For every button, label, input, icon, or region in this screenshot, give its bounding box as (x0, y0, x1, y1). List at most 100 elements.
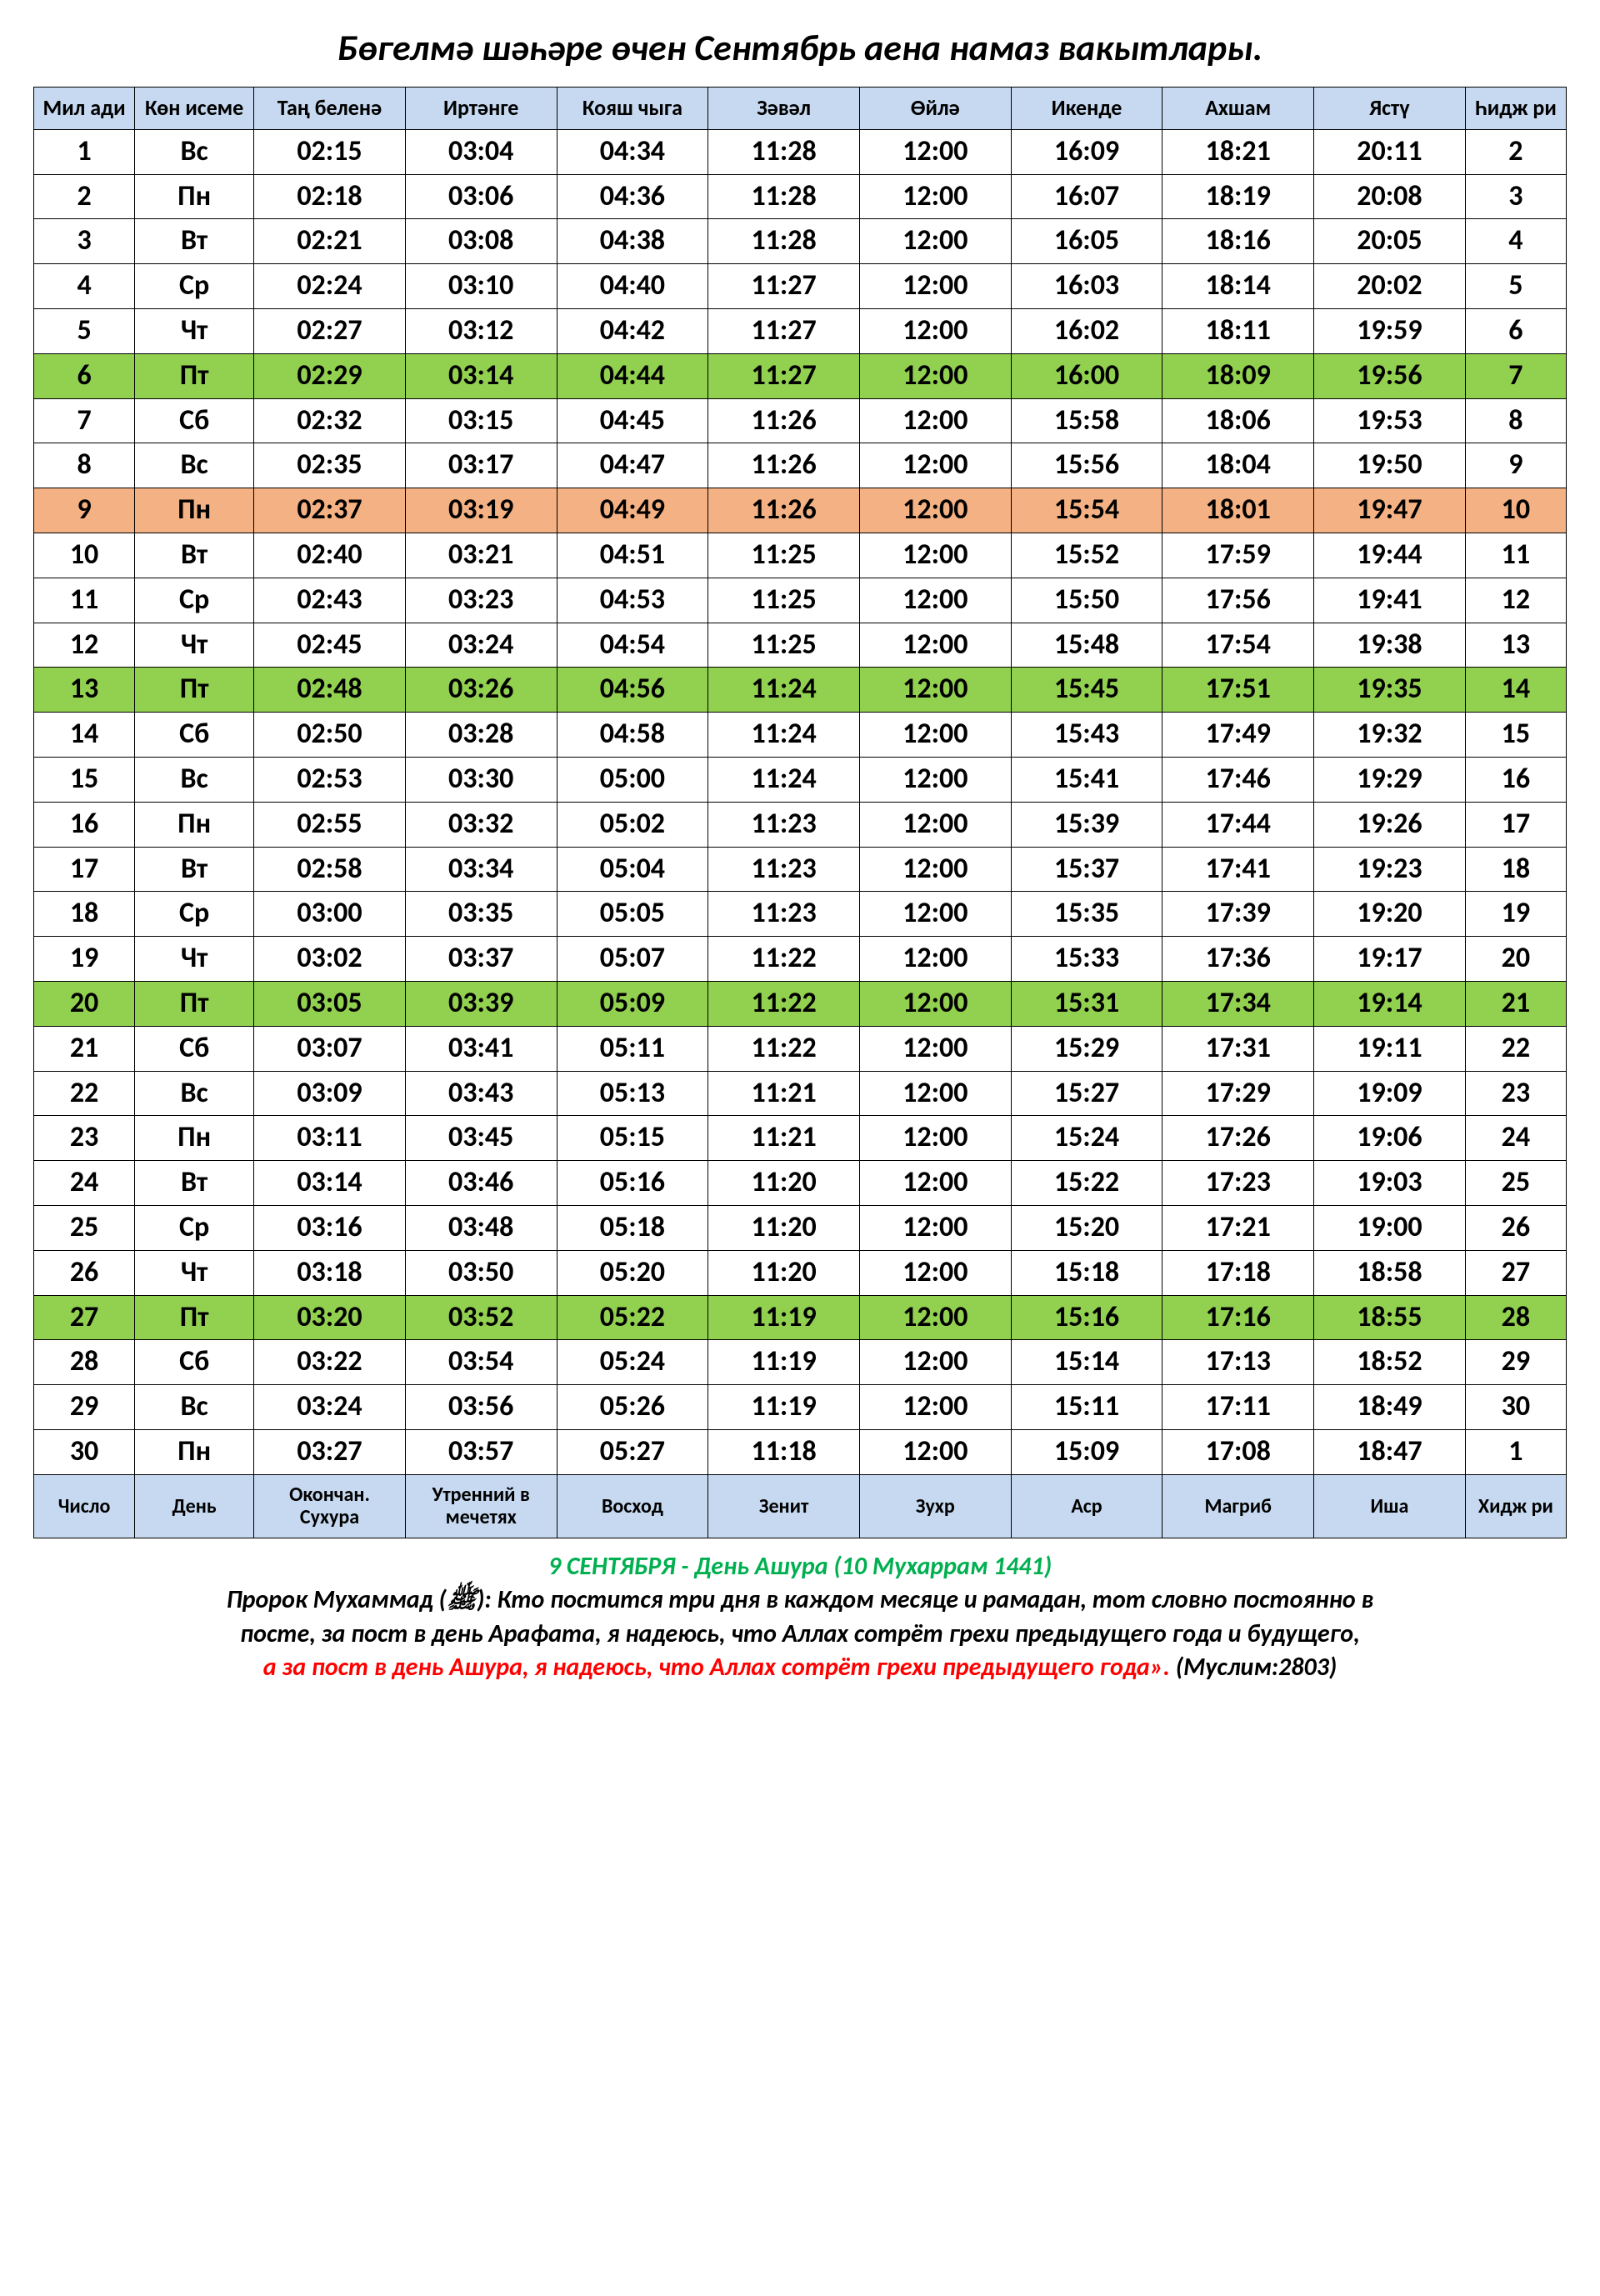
table-cell: 19 (1465, 892, 1566, 937)
table-cell: 02:55 (254, 802, 406, 847)
table-cell: 11:27 (708, 309, 860, 354)
column-footer: Число (34, 1474, 135, 1538)
table-cell: 03:14 (405, 353, 557, 398)
table-cell: 19:44 (1314, 533, 1466, 578)
table-cell: 23 (34, 1116, 135, 1161)
table-cell: 15 (34, 758, 135, 803)
table-cell: 18:47 (1314, 1430, 1466, 1475)
table-cell: 05:15 (557, 1116, 708, 1161)
table-cell: 22 (1465, 1026, 1566, 1071)
table-cell: 15:56 (1011, 443, 1162, 488)
table-cell: Вт (135, 1161, 254, 1206)
table-cell: 11:24 (708, 713, 860, 758)
table-cell: 02:18 (254, 174, 406, 219)
table-cell: 05:05 (557, 892, 708, 937)
table-cell: 12:00 (859, 488, 1011, 533)
table-cell: 20:05 (1314, 219, 1466, 264)
table-cell: 24 (34, 1161, 135, 1206)
table-cell: 03:46 (405, 1161, 557, 1206)
table-cell: 04:36 (557, 174, 708, 219)
table-cell: 11:20 (708, 1250, 860, 1295)
ashura-note: 9 СЕНТЯБРЯ - День Ашура (10 Мухаррам 144… (33, 1550, 1567, 1584)
table-cell: 11:25 (708, 578, 860, 623)
table-cell: 11:22 (708, 982, 860, 1027)
table-cell: 27 (34, 1295, 135, 1340)
table-cell: 18:55 (1314, 1295, 1466, 1340)
table-cell: Чт (135, 623, 254, 668)
table-cell: 03:05 (254, 982, 406, 1027)
table-cell: 03:00 (254, 892, 406, 937)
hadith-ref: (Муслим:2803) (1170, 1652, 1337, 1683)
table-cell: 18:04 (1162, 443, 1314, 488)
table-cell: 05:16 (557, 1161, 708, 1206)
table-cell: 03:06 (405, 174, 557, 219)
table-cell: 20 (1465, 937, 1566, 982)
table-cell: Пн (135, 1116, 254, 1161)
table-cell: 17:44 (1162, 802, 1314, 847)
table-cell: 19:17 (1314, 937, 1466, 982)
table-cell: 14 (34, 713, 135, 758)
table-cell: Сб (135, 1340, 254, 1385)
column-header: Таң беленә (254, 88, 406, 130)
table-cell: 6 (34, 353, 135, 398)
table-cell: 17:49 (1162, 713, 1314, 758)
table-cell: 15:43 (1011, 713, 1162, 758)
table-cell: 04:34 (557, 129, 708, 174)
table-cell: 8 (34, 443, 135, 488)
table-cell: 3 (1465, 174, 1566, 219)
table-cell: 03:17 (405, 443, 557, 488)
column-header: Зәвәл (708, 88, 860, 130)
table-cell: 03:07 (254, 1026, 406, 1071)
table-cell: 23 (1465, 1071, 1566, 1116)
table-cell: 15:39 (1011, 802, 1162, 847)
table-cell: Сб (135, 1026, 254, 1071)
table-cell: 17 (34, 847, 135, 892)
table-cell: 11:18 (708, 1430, 860, 1475)
table-cell: 02:37 (254, 488, 406, 533)
table-cell: 02:53 (254, 758, 406, 803)
table-cell: 18:14 (1162, 264, 1314, 309)
hadith-line: Пророк Мухаммад (ﷺ): Кто постится три дн… (33, 1583, 1567, 1618)
table-cell: 12:00 (859, 578, 1011, 623)
table-cell: 11:27 (708, 353, 860, 398)
table-cell: 03:37 (405, 937, 557, 982)
column-header: Мил ади (34, 88, 135, 130)
page-title: Бөгелмә шәһәре өчен Сентябрь аена намаз … (33, 25, 1567, 70)
table-row: 13Пт02:4803:2604:5611:2412:0015:4517:511… (34, 668, 1567, 713)
table-cell: 03:54 (405, 1340, 557, 1385)
table-cell: 03:56 (405, 1385, 557, 1430)
table-cell: 03:30 (405, 758, 557, 803)
table-cell: 3 (34, 219, 135, 264)
table-cell: 19:14 (1314, 982, 1466, 1027)
table-cell: 05:00 (557, 758, 708, 803)
table-cell: 12:00 (859, 264, 1011, 309)
table-cell: 12:00 (859, 982, 1011, 1027)
table-cell: 17:18 (1162, 1250, 1314, 1295)
table-cell: 11:25 (708, 623, 860, 668)
table-row: 16Пн02:5503:3205:0211:2312:0015:3917:441… (34, 802, 1567, 847)
table-cell: 12:00 (859, 1071, 1011, 1116)
table-cell: 19:41 (1314, 578, 1466, 623)
column-footer: Магриб (1162, 1474, 1314, 1538)
column-header: Кояш чыга (557, 88, 708, 130)
table-cell: 04:44 (557, 353, 708, 398)
table-row: 29Вс03:2403:5605:2611:1912:0015:1117:111… (34, 1385, 1567, 1430)
table-cell: 17:46 (1162, 758, 1314, 803)
table-cell: 18:21 (1162, 129, 1314, 174)
table-cell: 12:00 (859, 802, 1011, 847)
table-cell: 12:00 (859, 1385, 1011, 1430)
table-cell: 17:41 (1162, 847, 1314, 892)
table-cell: 11:27 (708, 264, 860, 309)
table-cell: Ср (135, 1206, 254, 1251)
table-cell: 03:50 (405, 1250, 557, 1295)
table-cell: 05:13 (557, 1071, 708, 1116)
table-cell: 12 (1465, 578, 1566, 623)
table-cell: 03:45 (405, 1116, 557, 1161)
table-cell: 05:18 (557, 1206, 708, 1251)
table-cell: 11:28 (708, 129, 860, 174)
table-cell: 02:24 (254, 264, 406, 309)
table-cell: 03:16 (254, 1206, 406, 1251)
table-cell: 05:07 (557, 937, 708, 982)
table-cell: 19:29 (1314, 758, 1466, 803)
table-cell: 19:03 (1314, 1161, 1466, 1206)
